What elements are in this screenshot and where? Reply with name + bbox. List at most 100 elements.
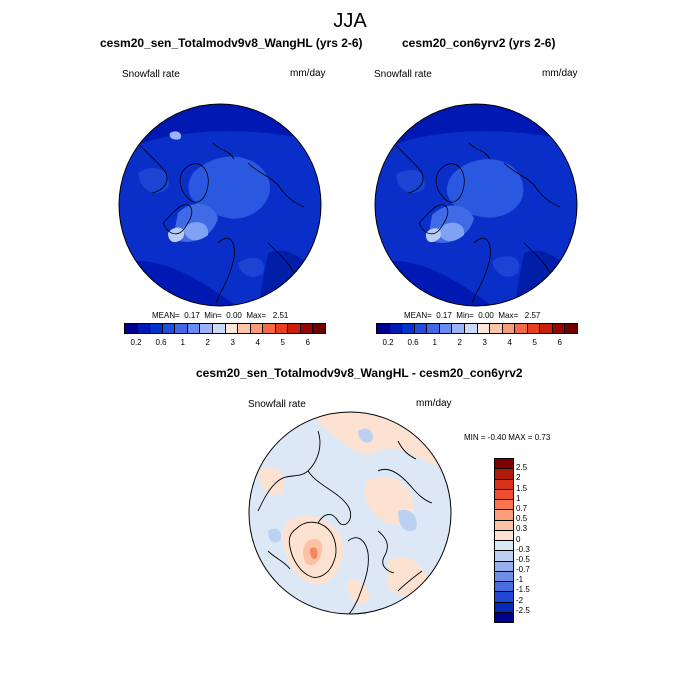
colorbar-swatch [313,324,325,333]
max-label: Max= [498,311,519,320]
panel-3-colorbar [494,458,514,623]
colorbar-swatch [495,571,513,582]
panel-2-colorbar [376,323,578,334]
colorbar-swatch [515,324,528,333]
panel-2-polar-map [374,103,578,307]
colorbar-tick-label: -2 [516,595,524,605]
panel-1-polar-map [118,103,322,307]
max-value: 2.51 [272,311,289,320]
panel-2-stats: MEAN= 0.17 Min= 0.00 Max= 2.57 [404,311,540,320]
colorbar-swatch [495,469,513,480]
colorbar-swatch [495,530,513,541]
colorbar-swatch [238,324,251,333]
page-title: JJA [333,10,367,32]
colorbar-tick-label: 1 [432,338,437,347]
mean-label: MEAN= [152,311,180,320]
colorbar-swatch [300,324,314,333]
max-value: 2.57 [524,311,541,320]
mean-value: 0.17 [436,311,452,320]
colorbar-swatch [439,324,453,333]
colorbar-tick-label: 4 [507,338,512,347]
panel-1-variable-label: Snowfall rate [122,69,180,80]
panel-1-stats: MEAN= 0.17 Min= 0.00 Max= 2.51 [152,311,288,320]
colorbar-swatch [495,489,513,500]
colorbar-swatch [552,324,566,333]
colorbar-tick-label: 0.6 [407,338,419,347]
colorbar-tick-label: -1 [516,575,524,585]
colorbar-swatch [200,324,213,333]
colorbar-swatch [175,324,188,333]
min-value: 0.00 [478,311,494,320]
colorbar-swatch [540,324,553,333]
colorbar-tick-label: -0.5 [516,554,530,564]
panel-1-colorbar-ticks: 0.2 0.6 1 2 3 4 5 6 [124,338,324,350]
panel-3-variable-label: Snowfall rate [248,399,306,410]
colorbar-tick-label: 2 [205,338,210,347]
colorbar-tick-label: 3 [230,338,235,347]
colorbar-tick-label: 2 [457,338,462,347]
colorbar-tick-label: -2.5 [516,605,530,615]
panel-3-units-label: mm/day [416,398,452,409]
colorbar-swatch [275,324,289,333]
min-value: 0.00 [226,311,242,320]
colorbar-swatch [452,324,465,333]
panel-2-units-label: mm/day [542,68,578,79]
panel-2-title: cesm20_con6yrv2 (yrs 2-6) [402,36,556,50]
colorbar-tick-label: 0.2 [130,338,142,347]
colorbar-swatch [495,602,513,613]
colorbar-tick-label: 1.5 [516,483,528,493]
panel-1-title: cesm20_sen_Totalmodv9v8_WangHL (yrs 2-6) [100,36,363,50]
colorbar-swatch [490,324,503,333]
colorbar-swatch [464,324,478,333]
max-label: Max= [246,311,267,320]
colorbar-swatch [137,324,151,333]
colorbar-tick-label: 2 [516,473,521,483]
colorbar-tick-label: -1.5 [516,585,530,595]
mean-value: 0.17 [184,311,200,320]
colorbar-swatch [495,459,513,470]
colorbar-tick-label: 0.3 [516,524,528,534]
colorbar-swatch [263,324,276,333]
colorbar-tick-label: -0.3 [516,544,530,554]
colorbar-swatch [495,520,513,531]
colorbar-tick-label: 0.5 [516,514,528,524]
colorbar-swatch [414,324,428,333]
colorbar-swatch [150,324,163,333]
colorbar-tick-label: -0.7 [516,565,530,575]
colorbar-swatch [125,324,138,333]
colorbar-swatch [502,324,516,333]
colorbar-swatch [377,324,390,333]
colorbar-swatch [389,324,403,333]
colorbar-swatch [495,479,513,490]
panel-2-variable-label: Snowfall rate [374,69,432,80]
colorbar-swatch [495,541,513,552]
colorbar-tick-label: 0.6 [155,338,167,347]
colorbar-swatch [402,324,415,333]
colorbar-swatch [495,551,513,562]
colorbar-swatch [427,324,440,333]
panel-3-colorbar-ticks: 2.5 2 1.5 1 0.7 0.5 0.3 0 -0.3 -0.5 -0.7 -1 -1.5 -2 -2… [516,458,556,621]
panel-3-minmax: MIN = -0.40 MAX = 0.73 [464,433,551,442]
panel-1-colorbar [124,323,326,334]
colorbar-swatch [495,500,513,511]
colorbar-swatch [495,561,513,572]
colorbar-swatch [187,324,201,333]
colorbar-swatch [288,324,301,333]
min-label: Min= [456,311,474,320]
colorbar-swatch [495,612,513,622]
colorbar-swatch [495,592,513,603]
colorbar-swatch [212,324,226,333]
min-label: Min= [204,311,222,320]
colorbar-tick-label: 4 [255,338,260,347]
colorbar-swatch [527,324,541,333]
panel-2-colorbar-ticks: 0.2 0.6 1 2 3 4 5 6 [376,338,576,350]
colorbar-tick-label: 0 [516,534,521,544]
colorbar-tick-label: 3 [482,338,487,347]
colorbar-swatch [477,324,491,333]
colorbar-tick-label: 6 [557,338,562,347]
colorbar-tick-label: 1 [516,493,521,503]
colorbar-swatch [565,324,577,333]
colorbar-tick-label: 5 [280,338,285,347]
colorbar-swatch [162,324,176,333]
colorbar-tick-label: 6 [305,338,310,347]
